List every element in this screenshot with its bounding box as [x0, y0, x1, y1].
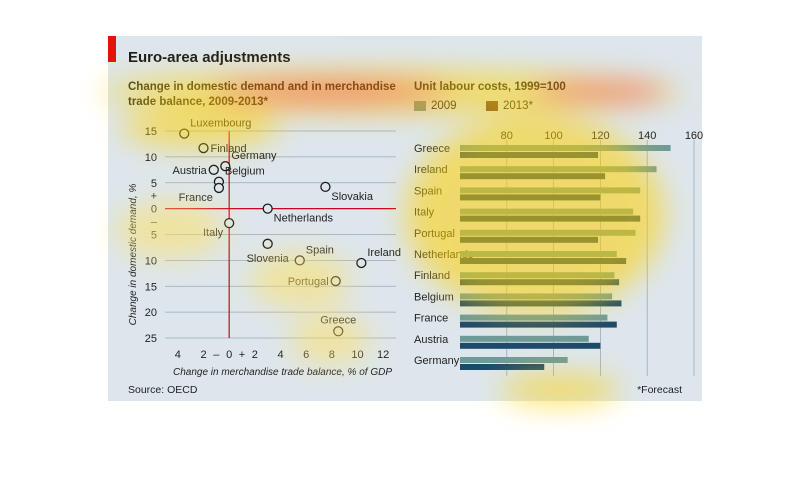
- bar-france-2013: [460, 321, 617, 328]
- x-tick-label: 100: [544, 130, 562, 142]
- bar-spain-2013: [460, 194, 601, 201]
- category-label-belgium: Belgium: [414, 291, 454, 303]
- bar-austria-2013: [460, 342, 601, 349]
- x-tick-label: 12: [377, 349, 389, 361]
- category-label-italy: Italy: [414, 207, 435, 219]
- bar-germany-2009: [460, 357, 568, 363]
- y-tick-label: 10: [145, 255, 157, 267]
- bar-germany-2013: [460, 364, 545, 370]
- bar-ireland-2009: [460, 166, 657, 173]
- chart-figure: Euro-area adjustments Change in domestic…: [108, 36, 703, 401]
- point-france: [213, 182, 225, 194]
- category-label-ireland: Ireland: [414, 164, 448, 176]
- bar-ireland-2013: [460, 173, 606, 180]
- bar-belgium-2009: [460, 293, 613, 300]
- bar-portugal-2013: [460, 236, 599, 243]
- bar-finland-2013: [460, 279, 620, 286]
- category-label-austria: Austria: [414, 334, 449, 346]
- bar-austria-2009: [460, 335, 589, 342]
- figure-title: Euro-area adjustments: [128, 49, 291, 66]
- point-label-netherlands: Netherlands: [274, 213, 334, 225]
- category-label-spain: Spain: [414, 185, 442, 197]
- x-tick-label: 80: [501, 130, 513, 142]
- point-austria: [208, 164, 219, 175]
- point-label-belgium: Belgium: [225, 166, 265, 178]
- x-tick-label: 4: [175, 349, 181, 361]
- x-tick-label: 4: [277, 349, 283, 361]
- accent-bar: [108, 36, 116, 62]
- bar-greece-2009: [460, 145, 671, 151]
- point-slovenia: [262, 238, 273, 249]
- bar-finland-2009: [460, 272, 615, 279]
- category-label-france: France: [414, 313, 448, 325]
- point-label-austria: Austria: [173, 165, 208, 177]
- bar-belgium-2013: [460, 300, 622, 307]
- bar-chart: 80 100 120 140 160 Greece Ireland Spain Italy Por…: [414, 130, 703, 376]
- y-tick-label: 20: [145, 307, 157, 319]
- point-ireland: [356, 257, 367, 269]
- x-tick-label: –: [213, 349, 220, 361]
- point-label-germany: Germany: [231, 150, 277, 162]
- x-tick-label: 160: [685, 130, 703, 142]
- source-note: Source: OECD: [128, 384, 198, 396]
- bar-france-2009: [460, 314, 608, 321]
- x-tick-label: 0: [226, 349, 232, 361]
- x-tick-label: 140: [638, 130, 656, 142]
- bar-spain-2009: [460, 187, 641, 194]
- x-tick-label: 120: [591, 130, 609, 142]
- bar-italy-2009: [460, 208, 634, 215]
- point-germany: [220, 161, 231, 172]
- x-axis-label: Change in merchandise trade balance, % o…: [173, 367, 392, 378]
- point-label-france: France: [179, 192, 213, 204]
- bar-netherlands-2013: [460, 258, 627, 264]
- point-label-ireland: Ireland: [367, 247, 401, 259]
- point-netherlands: [262, 203, 273, 214]
- x-tick-label: +: [239, 349, 245, 361]
- y-tick-label: 15: [145, 281, 157, 293]
- x-tick-label: 2: [252, 349, 258, 361]
- category-label-greece: Greece: [414, 143, 450, 155]
- bar-portugal-2009: [460, 229, 636, 236]
- bar-netherlands-2009: [460, 251, 617, 257]
- point-label-slovakia: Slovakia: [331, 191, 373, 203]
- category-label-finland: Finland: [414, 270, 450, 282]
- x-tick-label: 2: [200, 349, 206, 361]
- bar-italy-2013: [460, 215, 641, 222]
- bar-greece-2013: [460, 152, 599, 158]
- category-label-germany: Germany: [414, 355, 460, 367]
- y-tick-label: +: [151, 191, 157, 203]
- point-slovakia: [320, 181, 331, 193]
- forecast-note: *Forecast: [637, 384, 682, 396]
- y-tick-label: 5: [151, 178, 157, 190]
- y-tick-label: 10: [145, 152, 157, 164]
- category-label-portugal: Portugal: [414, 228, 455, 240]
- y-tick-label: 25: [145, 333, 157, 345]
